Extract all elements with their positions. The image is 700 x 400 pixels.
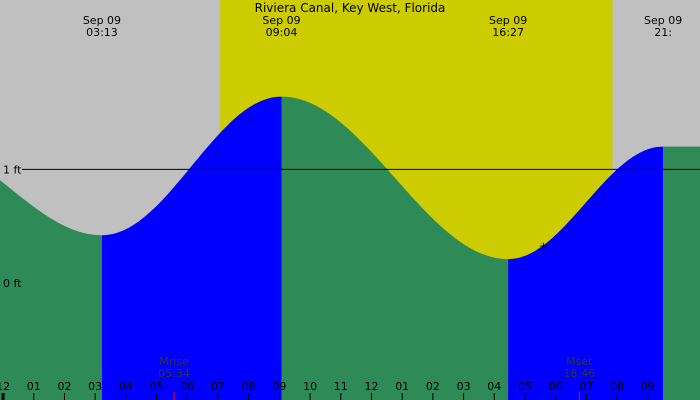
tide-event-date: Sep 09: [262, 14, 300, 27]
hour-tick-label: 06: [180, 380, 194, 393]
hour-tick-label: 06: [549, 380, 563, 393]
y-tick-label: 0 ft: [3, 277, 22, 290]
hour-tick-label: 09: [641, 380, 655, 393]
plus-marker: +: [539, 239, 548, 252]
moon-event-label: Mrise: [159, 355, 189, 368]
moon-event-time: 18:46: [563, 367, 595, 380]
hour-tick-label: 01: [27, 380, 41, 393]
hour-tick-label: 03: [457, 380, 471, 393]
hour-tick-label: 05: [150, 380, 164, 393]
hour-axis: 1120102030405060708091011120102030405060…: [0, 380, 655, 400]
tide-event-date: Sep 09: [489, 14, 527, 27]
tide-event-time: 21:: [654, 26, 672, 39]
hour-tick-label: 07: [211, 380, 225, 393]
falling-tide-segment-4: [663, 146, 700, 400]
tide-event-date: Sep 09: [644, 14, 682, 27]
hour-tick-label: 09: [272, 380, 286, 393]
hour-tick-label: 11: [334, 380, 348, 393]
hour-tick-label: 04: [487, 380, 501, 393]
hour-tick-label: 02: [57, 380, 71, 393]
hour-tick-label: 12: [0, 380, 10, 393]
hour-tick-label: 08: [610, 380, 624, 393]
tide-area-layer: [0, 96, 700, 400]
hour-tick-label: 10: [303, 380, 317, 393]
rising-tide-segment-3: [508, 146, 664, 400]
tide-event-time: 09:04: [266, 26, 298, 39]
moon-event-time: 05:34: [158, 367, 190, 380]
moon-event-label: Mset: [566, 355, 593, 368]
rising-tide-segment-1: [101, 96, 282, 400]
tide-event-time: 03:13: [86, 26, 118, 39]
hour-tick-label: 07: [579, 380, 593, 393]
hour-tick-label: 02: [426, 380, 440, 393]
chart-title: Riviera Canal, Key West, Florida: [255, 1, 446, 15]
y-tick-label: 1 ft: [3, 163, 22, 176]
falling-tide-segment-0: [0, 180, 102, 400]
hour-tick-label: 01: [395, 380, 409, 393]
tide-event-time: 16:27: [492, 26, 524, 39]
hour-tick-label: 04: [119, 380, 133, 393]
falling-tide-segment-2: [281, 96, 509, 400]
hour-tick-label: 08: [242, 380, 256, 393]
hour-tick-label: 05: [518, 380, 532, 393]
hour-tick-label: 12: [364, 380, 378, 393]
tide-event-date: Sep 09: [83, 14, 121, 27]
hour-tick-label: 03: [88, 380, 102, 393]
